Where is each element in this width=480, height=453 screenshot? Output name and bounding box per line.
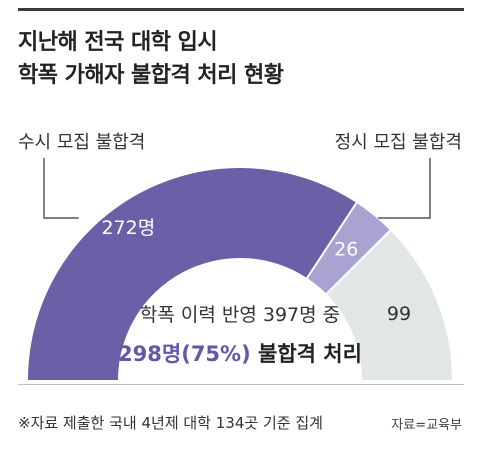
chart-title-line2: 학폭 가해자 불합격 처리 현황	[18, 63, 284, 88]
value-label-jeongsi: 26	[334, 238, 358, 260]
slice-separator	[305, 201, 358, 280]
annotation-rest: 불합격 처리	[250, 342, 362, 366]
chart-title: 지난해 전국 대학 입시 학폭 가해자 불합격 처리 현황	[18, 26, 464, 92]
slice-separator	[325, 228, 392, 296]
top-rule	[18, 8, 464, 11]
leader-line-susi	[43, 158, 79, 219]
susi-label: 수시 모집 불합격	[18, 132, 146, 153]
jeongsi-label: 정시 모집 불합격	[334, 132, 462, 153]
leader-line-jeongsi	[378, 158, 431, 219]
footnote: ※자료 제출한 국내 4년제 대학 134곳 기준 집계	[18, 414, 323, 432]
value-label-susi: 272명	[101, 217, 155, 239]
source-credit: 자료=교육부	[391, 418, 462, 433]
slice-rest	[326, 230, 452, 380]
slice-susi	[28, 167, 357, 380]
annotation-line1: 학폭 이력 반영 397명 중	[139, 304, 341, 326]
annotation-line2: 298명(75%) 불합격 처리	[0, 338, 480, 368]
slice-jeongsi	[307, 202, 391, 294]
bottom-rule	[18, 384, 464, 385]
chart-title-line1: 지난해 전국 대학 입시	[18, 30, 218, 55]
value-label-rest: 99	[387, 303, 411, 325]
annotation-highlight: 298명(75%)	[118, 342, 251, 366]
